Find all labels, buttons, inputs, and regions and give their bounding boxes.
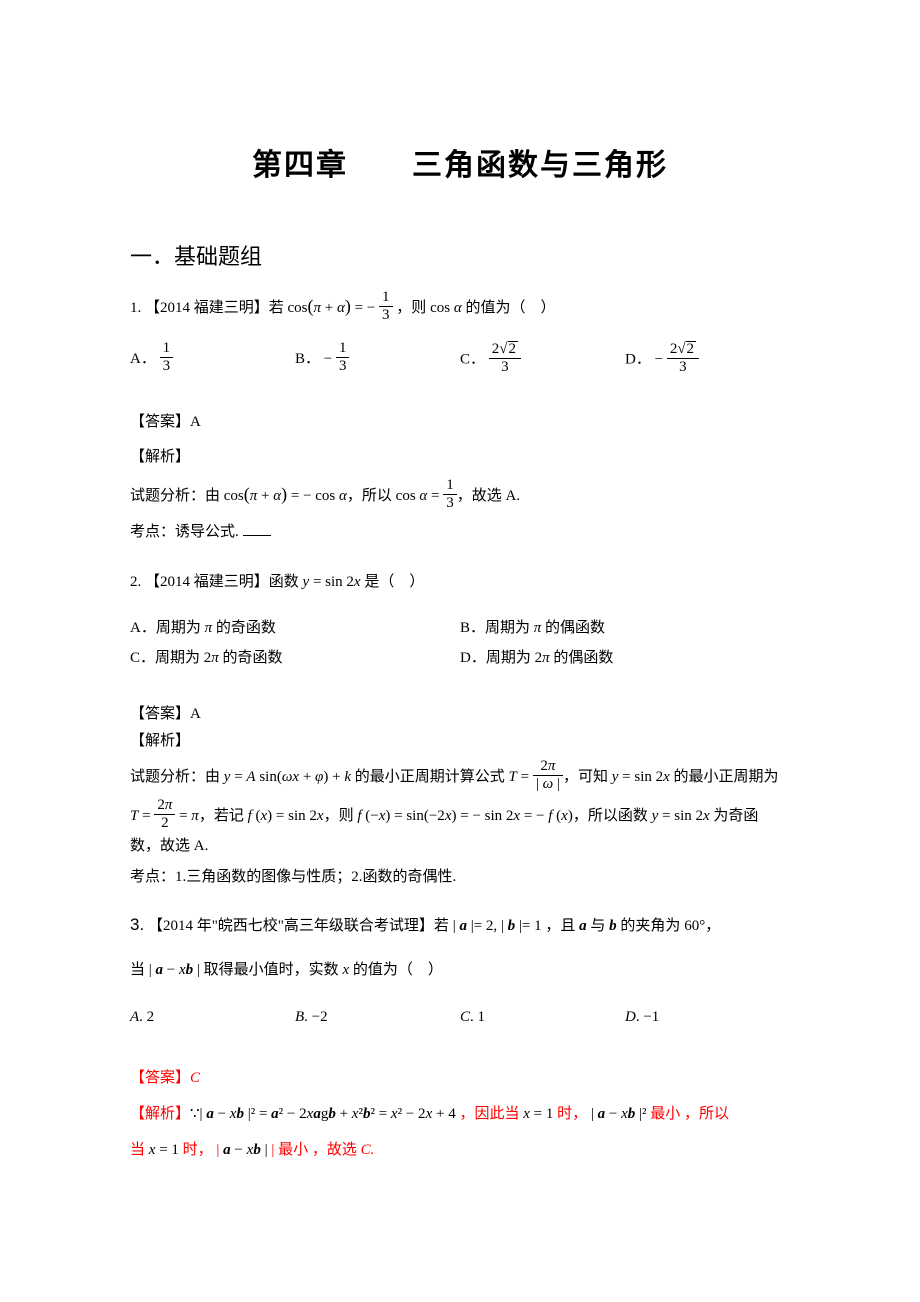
problem-3: 3. 【2014 年"皖西七校"高三年级联合考试理】若 | a |= 2, | … (130, 911, 790, 940)
q2-answer: 【答案】A (130, 701, 790, 728)
q1-kaodian: 考点：诱导公式. (130, 515, 790, 550)
q1-opt-a: A． 13 (130, 343, 295, 377)
q3-options: A. 2 B. −2 C. 1 D. −1 (130, 1002, 790, 1032)
q1-analysis: 试题分析：由 cos(π + α) = − cos α，所以 cos α = 1… (130, 474, 790, 515)
q1-eq: cos(π + α) = − 13 (288, 300, 397, 316)
q3-opt-d: D. −1 (625, 1002, 790, 1032)
q3-number: 3. (130, 915, 144, 934)
q1-tail: ，则 cos α 的值为（ ） (396, 300, 555, 316)
problem-1: 1. 【2014 福建三明】若 cos(π + α) = − 13 ，则 cos… (130, 291, 790, 325)
underline-icon (243, 535, 271, 536)
q2-opt-d: D．周期为 2π 的偶函数 (460, 643, 790, 673)
q1-answer: 【答案】A (130, 405, 790, 440)
q2-opt-a: A．周期为 π 的奇函数 (130, 613, 460, 643)
q1-opt-b: B． − 13 (295, 343, 460, 377)
q2-number: 2. (130, 574, 141, 590)
q1-options: A． 13 B． − 13 C． 2√23 D． − 2√23 (130, 343, 790, 377)
q1-opt-d: D． − 2√23 (625, 343, 790, 377)
q2-analysis-line3: 数，故选 A. (130, 833, 790, 860)
q2-kaodian: 考点：1.三角函数的图像与性质；2.函数的奇偶性. (130, 864, 790, 891)
q3-answer: 【答案】C (130, 1060, 790, 1096)
q2-opt-c: C．周期为 2π 的奇函数 (130, 643, 460, 673)
chapter-title: 第四章 三角函数与三角形 (130, 140, 790, 184)
q1-opt-c: C． 2√23 (460, 343, 625, 377)
q2-options: A．周期为 π 的奇函数 B．周期为 π 的偶函数 C．周期为 2π 的奇函数 … (130, 613, 790, 673)
q3-answer-block: 【答案】C 【解析】∵| a − xb |² = a² − 2xagb + x²… (130, 1060, 790, 1168)
q3-opt-a: A. 2 (130, 1002, 295, 1032)
q1-jiexi: 【解析】 (130, 440, 790, 475)
q3-source: 【2014 年"皖西七校"高三年级联合考试理】若 (148, 918, 453, 934)
section-heading: 一．基础题组 (130, 239, 790, 271)
q2-analysis-line2: T = 2π2 = π，若记 f (x) = sin 2x，则 f (−x) =… (130, 800, 790, 833)
q2-jiexi: 【解析】 (130, 728, 790, 755)
q2-opt-b: B．周期为 π 的偶函数 (460, 613, 790, 643)
problem-3-line2: 当 | a − xb | 取得最小值时，实数 x 的值为（ ） (130, 958, 790, 984)
q3-solution-line1: 【解析】∵| a − xb |² = a² − 2xagb + x²b² = x… (130, 1096, 790, 1132)
q1-source: 【2014 福建三明】若 (145, 300, 284, 316)
q3-opt-b: B. −2 (295, 1002, 460, 1032)
q3-solution-line2: 当 x = 1 时， | a − xb | | 最小 ，故选 C. (130, 1132, 790, 1168)
q3-opt-c: C. 1 (460, 1002, 625, 1032)
q2-source: 【2014 福建三明】函数 (145, 574, 303, 590)
q1-answer-block: 【答案】A 【解析】 试题分析：由 cos(π + α) = − cos α，所… (130, 405, 790, 550)
q2-tail: 是（ ） (364, 574, 424, 590)
problem-2: 2. 【2014 福建三明】函数 y = sin 2x 是（ ） (130, 570, 790, 596)
page: 第四章 三角函数与三角形 一．基础题组 1. 【2014 福建三明】若 cos(… (0, 0, 920, 1228)
q2-analysis-line1: 试题分析：由 y = A sin(ωx + φ) + k 的最小正周期计算公式 … (130, 761, 790, 794)
q2-answer-block: 【答案】A 【解析】 试题分析：由 y = A sin(ωx + φ) + k … (130, 701, 790, 891)
q1-number: 1. (130, 300, 141, 316)
